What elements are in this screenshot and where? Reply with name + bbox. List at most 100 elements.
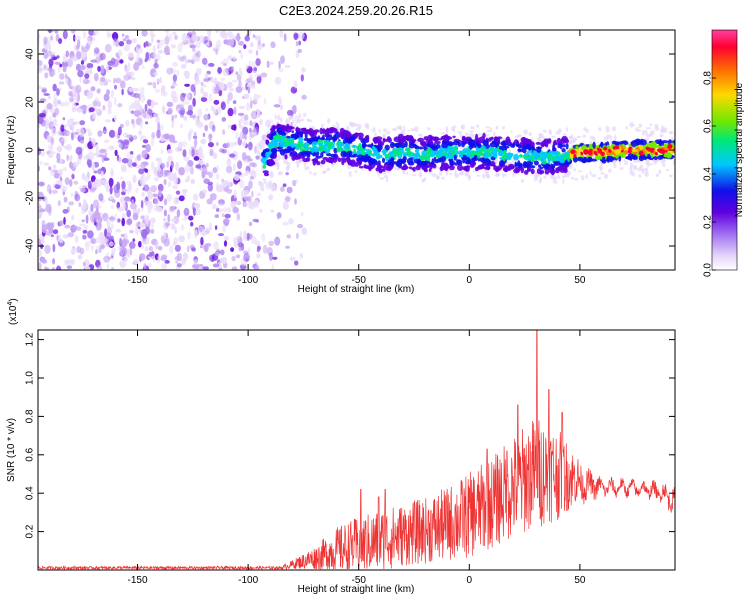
noise-blob (232, 206, 239, 214)
ridge-peak-blob (595, 153, 598, 156)
noise-blob (102, 104, 106, 111)
ridge-halo-blob (368, 147, 371, 149)
ridge-peak-blob (297, 143, 303, 148)
snr-y-multiplier-exp: 4 (7, 302, 14, 306)
ridge-halo-blob (276, 120, 280, 124)
ridge-blob (416, 158, 421, 163)
ridge-blob (419, 141, 424, 145)
noise-blob (62, 167, 68, 172)
ridge-peak-blob (562, 156, 567, 161)
ridge-blob (357, 154, 364, 160)
ridge-blob (663, 153, 669, 158)
noise-blob (93, 47, 100, 54)
ridge-blob (334, 132, 341, 139)
noise-blob (117, 207, 123, 212)
noise-blob (132, 162, 137, 167)
noise-blob (183, 156, 190, 162)
noise-blob (280, 55, 285, 64)
ridge-blob (408, 140, 414, 145)
ridge-blob (464, 139, 468, 143)
noise-blob (215, 172, 220, 180)
noise-blob (53, 172, 60, 179)
colorbar-frame (711, 29, 738, 271)
noise-blob (119, 248, 125, 256)
noise-blob (157, 254, 161, 264)
noise-blob (242, 141, 246, 147)
ridge-blob (371, 159, 378, 164)
ridge-halo-blob (637, 167, 643, 172)
noise-blob (142, 139, 149, 144)
noise-blob (166, 67, 174, 75)
ridge-blob (311, 129, 318, 137)
noise-blob (206, 70, 211, 75)
ridge-halo-blob (350, 122, 355, 128)
ridge-halo-blob (598, 127, 602, 132)
ridge-blob (592, 141, 596, 149)
x-tick-label: 50 (574, 575, 586, 586)
noise-blob (75, 128, 80, 133)
noise-blob (239, 131, 243, 141)
ridge-blob (609, 156, 614, 163)
noise-blob (38, 68, 43, 74)
noise-blob (130, 110, 135, 114)
noise-blob (191, 264, 199, 269)
ridge-blob (431, 158, 435, 165)
noise-blob (114, 84, 117, 90)
ridge-peak-blob (279, 139, 284, 145)
ridge-halo-blob (644, 132, 649, 135)
noise-blob (288, 218, 294, 225)
noise-blob (239, 70, 243, 77)
noise-blob (282, 221, 289, 226)
noise-blob (67, 118, 74, 128)
noise-blob (84, 203, 88, 211)
noise-blob (175, 260, 179, 264)
noise-blob (256, 75, 262, 84)
noise-blob (80, 139, 85, 144)
ridge-halo-blob (662, 163, 666, 167)
noise-blob (62, 234, 70, 239)
noise-blob (251, 190, 254, 198)
noise-blob (195, 67, 202, 76)
ridge-blob (415, 165, 421, 171)
noise-blob (241, 152, 247, 161)
noise-blob (183, 207, 190, 216)
colorbar-tick-label: 0.0 (703, 263, 714, 277)
noise-blob (88, 163, 92, 168)
ridge-peak-blob (596, 147, 600, 151)
noise-blob (206, 162, 209, 168)
ridge-halo-blob (666, 168, 670, 172)
noise-blob (220, 186, 225, 193)
noise-blob (80, 50, 84, 60)
noise-blob (163, 238, 170, 247)
noise-blob (161, 254, 168, 259)
ridge-blob (547, 152, 551, 157)
noise-blob (259, 118, 263, 126)
ridge-blob (284, 154, 288, 160)
ridge-halo-blob (591, 174, 597, 178)
ridge-blob (298, 136, 304, 144)
ridge-blob (573, 156, 578, 163)
ridge-blob (458, 140, 463, 143)
noise-blob (246, 102, 251, 112)
ridge-blob (372, 136, 379, 143)
noise-blob (58, 38, 63, 44)
ridge-halo-blob (502, 172, 504, 178)
y-tick-label: -20 (25, 190, 36, 205)
ridge-halo-blob (672, 159, 675, 166)
ridge-peak-blob (435, 150, 440, 155)
ridge-halo-blob (485, 133, 490, 137)
noise-blob (202, 132, 206, 138)
ridge-blob (335, 128, 338, 133)
noise-blob (99, 148, 106, 154)
noise-blob (38, 261, 42, 270)
ridge-halo-blob (515, 135, 520, 138)
ridge-blob (491, 140, 496, 145)
noise-blob (121, 157, 129, 164)
noise-blob (56, 152, 61, 161)
ridge-peak-blob (393, 153, 397, 158)
ridge-halo-blob (259, 181, 264, 187)
noise-blob (44, 72, 49, 79)
noise-blob (79, 120, 86, 126)
noise-blob (190, 221, 194, 227)
ridge-blob (314, 136, 317, 143)
